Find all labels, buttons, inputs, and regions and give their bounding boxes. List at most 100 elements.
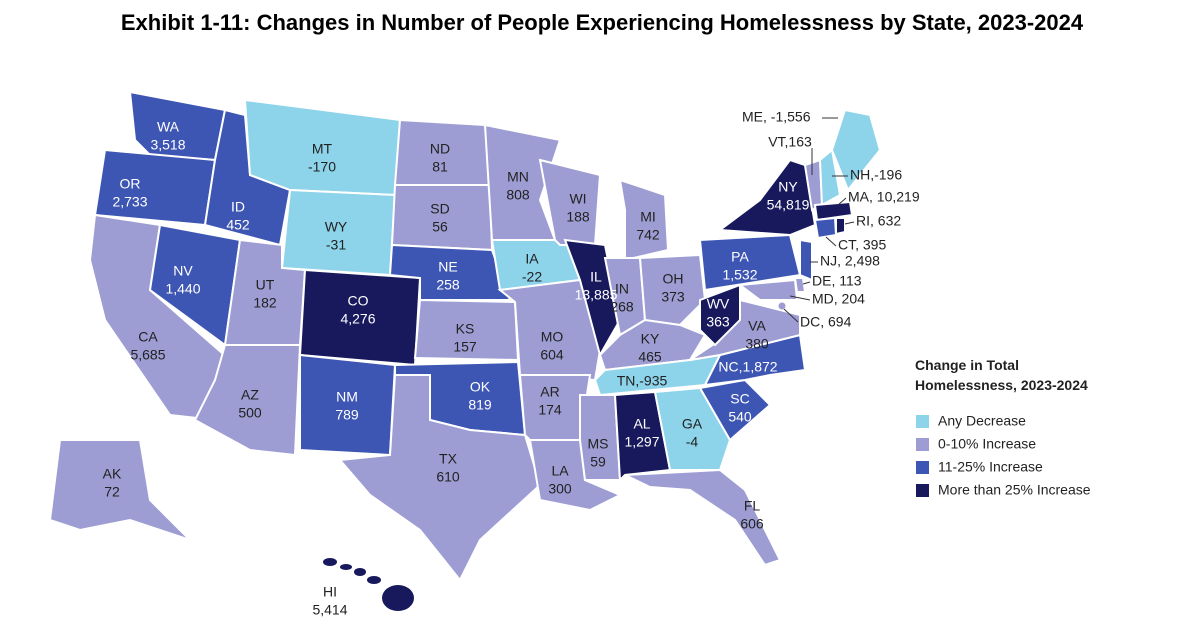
state-value: 300: [548, 481, 572, 497]
state-value: 2,733: [112, 194, 147, 210]
state-code: IL: [590, 269, 602, 285]
state-shape: [835, 217, 846, 236]
callout-line: [789, 295, 811, 301]
state-code: FL: [744, 498, 761, 514]
state-shape: [799, 238, 813, 282]
legend-swatch: [916, 415, 929, 428]
state-shape: [638, 253, 707, 327]
state-shape: [483, 123, 562, 241]
state-code: NE: [438, 259, 457, 275]
state-code: MO: [541, 329, 564, 345]
state-value: 182: [253, 295, 277, 311]
state-shape: [813, 216, 838, 240]
state-value: 808: [506, 187, 530, 203]
state-value: 819: [468, 397, 492, 413]
state-value: -170: [308, 159, 336, 175]
state-shape: [299, 353, 397, 457]
state-value: 373: [661, 289, 685, 305]
state-code: AR: [540, 384, 559, 400]
state-shape: [737, 278, 799, 301]
state-label: CT, 395: [838, 237, 886, 253]
state-code: WY: [325, 219, 348, 235]
state-code: NM: [336, 389, 358, 405]
state-value: 157: [453, 339, 477, 355]
state-shape: [390, 184, 494, 252]
state-shape: [813, 200, 854, 222]
state-value: 13,885: [575, 287, 618, 303]
state-shape: [624, 468, 782, 567]
state-label: TN,-935: [617, 373, 668, 389]
state-label: DE, 113: [812, 273, 862, 289]
state-shape: [382, 585, 414, 611]
state-code: PA: [731, 249, 749, 265]
state-value: 5,685: [130, 347, 165, 363]
state-value: 452: [226, 217, 250, 233]
state-shape: [830, 108, 882, 192]
state-code: OR: [120, 176, 141, 192]
state-value: -31: [326, 237, 346, 253]
state-shape: [699, 283, 741, 347]
state-label: ME, -1,556: [742, 109, 811, 125]
state-value: -4: [686, 434, 699, 450]
legend-label: More than 25% Increase: [938, 482, 1091, 498]
title: Exhibit 1-11: Changes in Number of Peopl…: [121, 10, 1084, 35]
state-value: 4,276: [340, 311, 375, 327]
state-code: IA: [525, 251, 539, 267]
state-label: NC,1,872: [718, 359, 777, 375]
state-shape: [93, 148, 217, 227]
state-value: 606: [740, 516, 764, 532]
legend-label: 11-25% Increase: [938, 459, 1043, 475]
state-code: KY: [641, 331, 660, 347]
state-value: 3,518: [150, 137, 185, 153]
state-value: 188: [566, 209, 590, 225]
legend-swatch: [916, 484, 929, 497]
state-code: AZ: [241, 387, 259, 403]
state-value: 174: [538, 402, 562, 418]
state-shape: [354, 568, 366, 576]
state-value: 1,297: [624, 434, 659, 450]
state-code: OH: [663, 271, 684, 287]
state-code: MI: [640, 209, 656, 225]
states: [48, 90, 882, 611]
state-shape: [777, 301, 787, 311]
legend-title: Change in Total: [915, 357, 1019, 373]
state-code: AL: [633, 416, 650, 432]
state-code: CO: [348, 293, 369, 309]
state-shape: [818, 148, 842, 207]
state-shape: [613, 390, 672, 483]
state-code: MT: [312, 141, 333, 157]
callout-line: [844, 221, 855, 225]
callout-line: [802, 281, 811, 285]
state-label: MA, 10,219: [848, 189, 920, 205]
state-code: NV: [173, 263, 193, 279]
state-value: 742: [636, 227, 660, 243]
state-label: NH,-196: [850, 167, 902, 183]
state-value: 540: [728, 409, 752, 425]
state-value: 1,440: [165, 281, 200, 297]
state-value: 59: [590, 454, 606, 470]
state-code: WV: [707, 296, 730, 312]
state-shape: [367, 576, 381, 584]
state-label: MD, 204: [812, 291, 865, 307]
state-code: GA: [682, 416, 703, 432]
state-code: AK: [103, 466, 122, 482]
state-shape: [340, 564, 352, 570]
state-code: ND: [430, 141, 450, 157]
state-value: 500: [238, 405, 262, 421]
state-value: 380: [745, 336, 769, 352]
state-value: 789: [335, 407, 359, 423]
state-value: 5,414: [312, 602, 347, 618]
state-code: TX: [439, 451, 458, 467]
state-value: 1,532: [722, 267, 757, 283]
state-code: ID: [231, 199, 245, 215]
state-code: OK: [470, 379, 491, 395]
state-code: IN: [615, 281, 629, 297]
state-code: SC: [730, 391, 749, 407]
state-value: 465: [638, 349, 662, 365]
state-code: KS: [456, 321, 475, 337]
state-value: 258: [436, 277, 460, 293]
legend-label: Any Decrease: [938, 413, 1026, 429]
state-code: UT: [256, 277, 275, 293]
